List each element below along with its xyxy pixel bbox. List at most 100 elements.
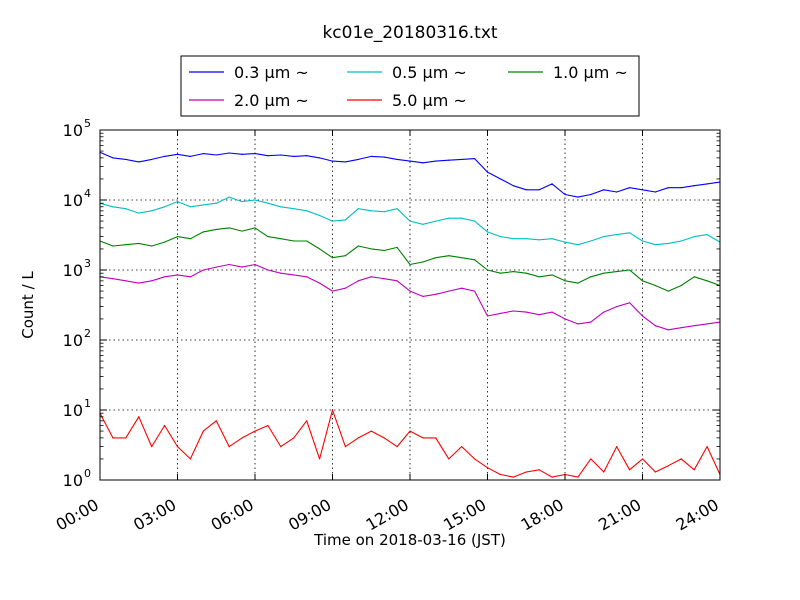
data-point — [564, 193, 566, 196]
plot-lines — [99, 151, 721, 478]
data-point — [628, 187, 631, 189]
data-point — [306, 240, 308, 242]
data-point — [357, 245, 359, 247]
data-point — [202, 430, 204, 432]
data-point — [551, 311, 553, 313]
data-point — [680, 240, 682, 242]
data-point — [344, 219, 347, 221]
data-point — [151, 446, 153, 448]
data-point — [331, 160, 334, 162]
data-point — [538, 314, 540, 316]
data-point — [370, 155, 372, 157]
data-point — [616, 191, 618, 193]
data-point — [628, 469, 631, 471]
data-point — [357, 208, 359, 210]
data-point — [461, 158, 463, 161]
data-point — [254, 263, 256, 266]
data-point — [318, 248, 321, 250]
data-point — [267, 155, 269, 157]
y-axis-label: Count / L — [19, 271, 37, 339]
data-point — [267, 424, 269, 427]
data-point — [151, 158, 153, 161]
data-point — [577, 282, 579, 284]
data-point — [667, 187, 669, 189]
data-point — [280, 154, 282, 156]
y-tick-label-exponent: 0 — [84, 467, 91, 480]
data-point — [667, 465, 669, 467]
data-point — [577, 476, 579, 478]
data-point — [551, 183, 553, 185]
data-point — [112, 437, 114, 439]
data-point — [409, 290, 411, 292]
data-point — [215, 154, 217, 156]
data-point — [125, 280, 127, 282]
data-point — [680, 284, 682, 287]
data-point — [306, 210, 308, 212]
series-1 — [99, 196, 721, 246]
data-point — [357, 158, 359, 161]
data-point — [306, 420, 308, 422]
data-point — [448, 217, 450, 219]
data-point — [654, 325, 657, 327]
data-point — [176, 153, 179, 155]
data-point — [228, 196, 230, 198]
data-point — [228, 446, 230, 448]
legend-label: 0.3 μm ~ — [234, 63, 309, 82]
legend-label: 1.0 μm ~ — [553, 63, 628, 82]
data-point — [370, 430, 372, 432]
data-point — [215, 420, 217, 422]
data-point — [306, 276, 308, 278]
data-point — [473, 290, 476, 292]
x-axis-label: Time on 2018-03-16 (JST) — [313, 531, 506, 549]
y-tick-label: 10 — [63, 191, 83, 210]
data-point — [499, 312, 502, 314]
data-point — [189, 458, 192, 460]
data-point — [409, 220, 411, 222]
data-point — [228, 152, 230, 154]
data-point — [176, 200, 179, 203]
data-point — [306, 155, 308, 157]
data-point — [163, 424, 166, 427]
data-point — [202, 231, 204, 233]
data-point — [616, 270, 618, 273]
data-point — [448, 255, 450, 257]
data-point — [641, 189, 644, 191]
data-point — [370, 210, 372, 212]
data-point — [331, 257, 334, 259]
data-point — [435, 257, 437, 259]
data-point — [228, 227, 230, 229]
data-point — [486, 467, 489, 469]
data-point — [616, 446, 618, 448]
data-point — [151, 210, 153, 212]
data-point — [267, 236, 269, 238]
data-point — [189, 238, 192, 240]
data-point — [435, 220, 437, 222]
data-point — [409, 160, 411, 162]
y-tick-label-exponent: 1 — [84, 397, 91, 410]
data-point — [616, 234, 618, 236]
data-point — [318, 282, 321, 284]
data-point — [486, 231, 489, 233]
legend: 0.3 μm ~ 0.5 μm ~ 1.0 μm ~ 2.0 μm ~ 5.0 μm ~ — [180, 55, 640, 117]
data-point — [512, 270, 514, 273]
data-point — [461, 217, 463, 219]
data-point — [590, 240, 592, 242]
data-point — [370, 276, 372, 278]
data-point — [577, 323, 579, 325]
data-point — [125, 244, 127, 246]
data-point — [422, 162, 424, 164]
data-point — [125, 437, 127, 439]
data-point — [151, 280, 153, 282]
data-point — [486, 315, 489, 317]
data-point — [383, 278, 385, 280]
y-tick-label-exponent: 3 — [84, 257, 91, 270]
data-point — [357, 280, 359, 282]
data-point — [138, 242, 140, 244]
data-point — [641, 240, 644, 242]
data-point — [693, 325, 695, 327]
data-point — [189, 155, 192, 157]
legend-label: 0.5 μm ~ — [392, 63, 467, 82]
data-point — [331, 290, 334, 292]
data-point — [176, 236, 179, 238]
data-point — [241, 437, 243, 439]
